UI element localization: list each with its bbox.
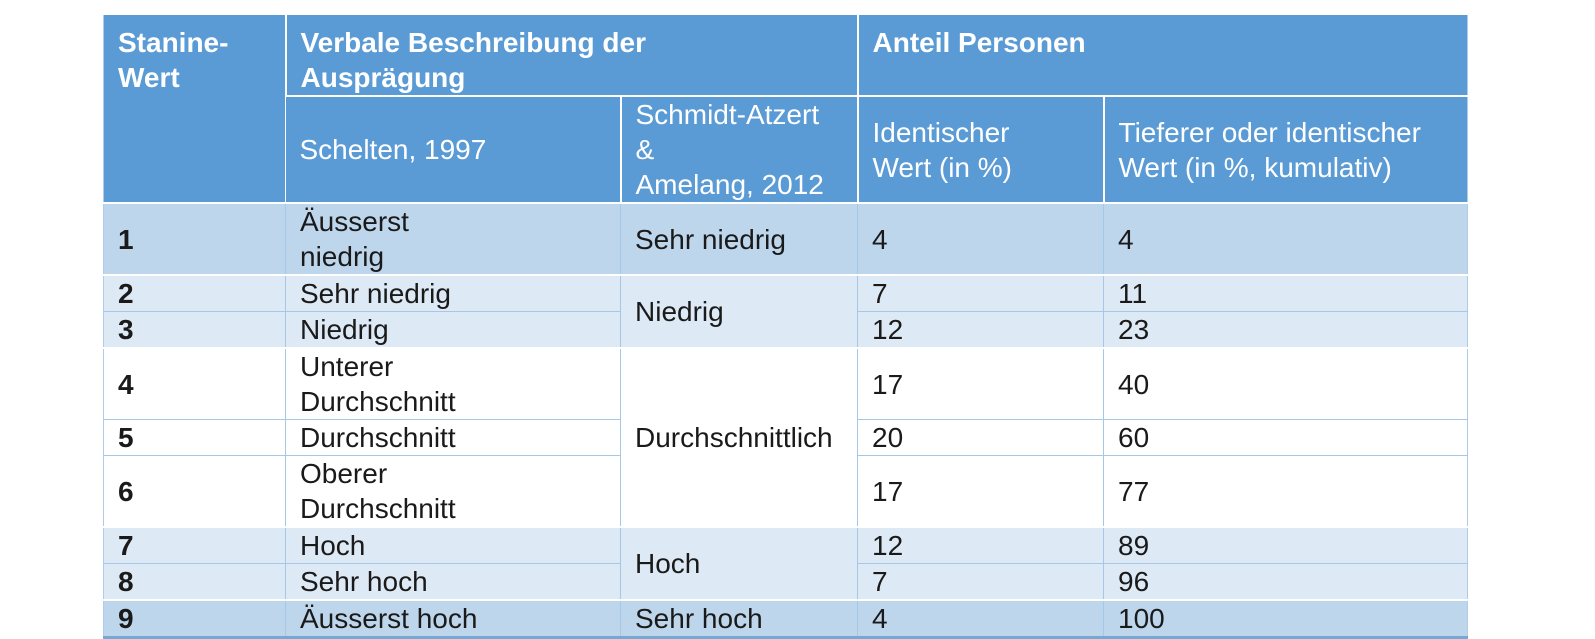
cell-stanine: 5 bbox=[103, 419, 286, 456]
header-schmidt-atzert-amelang: Schmidt-Atzert & Amelang, 2012 bbox=[619, 95, 858, 203]
table-row-stanine-3: 3 Niedrig 12 23 bbox=[103, 311, 1468, 348]
cell-identischer-wert: 17 bbox=[857, 455, 1104, 527]
cell-schelten: Durchschnitt bbox=[285, 419, 621, 456]
cell-schelten: Unterer Durchschnitt bbox=[285, 347, 621, 420]
cell-identischer-wert: 12 bbox=[857, 526, 1104, 564]
header-schelten-1997: Schelten, 1997 bbox=[285, 95, 621, 203]
cell-kumulativer-wert: 11 bbox=[1102, 274, 1468, 312]
cell-schelten: Sehr hoch bbox=[285, 563, 621, 600]
cell-schelten: Äusserst hoch bbox=[285, 599, 621, 638]
cell-kumulativer-wert: 89 bbox=[1102, 526, 1468, 564]
cell-schmidt: Durchschnittlich bbox=[620, 347, 858, 527]
table-row-stanine-6: 6 Oberer Durchschnitt 17 77 bbox=[103, 455, 1468, 527]
header-anteil-personen: Anteil Personen bbox=[856, 15, 1468, 96]
cell-schmidt: Niedrig bbox=[620, 274, 858, 348]
cell-identischer-wert: 4 bbox=[857, 202, 1104, 275]
header-tieferer-oder-identischer-wert: Tieferer oder identischer Wert (in %, ku… bbox=[1102, 95, 1468, 203]
cell-stanine: 8 bbox=[103, 563, 286, 600]
header-verbale-beschreibung: Verbale Beschreibung der Ausprägung bbox=[284, 15, 858, 96]
table-row-stanine-2: 2 Sehr niedrig Niedrig 7 11 bbox=[103, 274, 1468, 348]
table-row-stanine-7: 7 Hoch Hoch 12 89 bbox=[103, 526, 1468, 600]
cell-identischer-wert: 20 bbox=[857, 419, 1104, 456]
header-identischer-wert: Identischer Wert (in %) bbox=[856, 95, 1104, 203]
stanine-table: Stanine- Wert Verbale Beschreibung der A… bbox=[103, 15, 1469, 639]
cell-identischer-wert: 12 bbox=[857, 311, 1104, 348]
cell-kumulativer-wert: 4 bbox=[1102, 202, 1468, 275]
cell-kumulativer-wert: 60 bbox=[1102, 419, 1468, 456]
cell-schelten: Niedrig bbox=[285, 311, 621, 348]
cell-kumulativer-wert: 100 bbox=[1102, 599, 1468, 638]
cell-kumulativer-wert: 96 bbox=[1102, 563, 1468, 600]
cell-kumulativer-wert: 77 bbox=[1102, 455, 1468, 527]
table-row-stanine-8: 8 Sehr hoch 7 96 bbox=[103, 563, 1468, 600]
header-row-sub: Schelten, 1997 Schmidt-Atzert & Amelang,… bbox=[104, 95, 1468, 203]
cell-identischer-wert: 4 bbox=[857, 599, 1104, 638]
cell-kumulativer-wert: 40 bbox=[1102, 347, 1468, 420]
cell-stanine: 9 bbox=[103, 599, 286, 638]
cell-stanine: 7 bbox=[103, 526, 286, 564]
cell-schmidt: Sehr hoch bbox=[620, 599, 858, 638]
table-row-stanine-5: 5 Durchschnitt 20 60 bbox=[103, 419, 1468, 456]
table-row-stanine-4: 4 Unterer Durchschnitt Durchschnittlich … bbox=[103, 347, 1468, 527]
table-header: Stanine- Wert Verbale Beschreibung der A… bbox=[103, 15, 1468, 203]
cell-stanine: 6 bbox=[103, 455, 286, 527]
cell-schelten: Äusserst niedrig bbox=[285, 202, 621, 275]
table-body: 1 Äusserst niedrig Sehr niedrig 4 4 2 Se… bbox=[103, 202, 1468, 638]
cell-identischer-wert: 7 bbox=[857, 563, 1104, 600]
cell-stanine: 4 bbox=[103, 347, 286, 420]
cell-kumulativer-wert: 23 bbox=[1102, 311, 1468, 348]
header-stanine-wert: Stanine- Wert bbox=[103, 15, 286, 203]
cell-identischer-wert: 7 bbox=[857, 274, 1104, 312]
cell-schelten: Oberer Durchschnitt bbox=[285, 455, 621, 527]
cell-schelten: Sehr niedrig bbox=[285, 274, 621, 312]
cell-schelten: Hoch bbox=[285, 526, 621, 564]
cell-stanine: 2 bbox=[103, 274, 286, 312]
cell-schmidt: Sehr niedrig bbox=[620, 202, 858, 275]
cell-schmidt: Hoch bbox=[620, 526, 858, 600]
cell-stanine: 3 bbox=[103, 311, 286, 348]
table-row-stanine-9: 9 Äusserst hoch Sehr hoch 4 100 bbox=[103, 599, 1468, 638]
cell-stanine: 1 bbox=[103, 202, 286, 275]
table-row-stanine-1: 1 Äusserst niedrig Sehr niedrig 4 4 bbox=[103, 202, 1468, 275]
header-row-main: Stanine- Wert Verbale Beschreibung der A… bbox=[103, 15, 1468, 203]
cell-identischer-wert: 17 bbox=[857, 347, 1104, 420]
